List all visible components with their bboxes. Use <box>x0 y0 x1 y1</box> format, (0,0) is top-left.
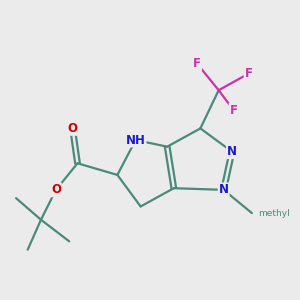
Text: methyl: methyl <box>258 208 290 217</box>
Text: NH: NH <box>126 134 146 146</box>
Text: F: F <box>193 57 201 70</box>
Text: N: N <box>219 183 229 196</box>
Text: N: N <box>227 145 237 158</box>
Text: F: F <box>244 67 253 80</box>
Text: O: O <box>68 122 77 135</box>
Text: O: O <box>51 183 61 196</box>
Text: F: F <box>230 103 238 117</box>
